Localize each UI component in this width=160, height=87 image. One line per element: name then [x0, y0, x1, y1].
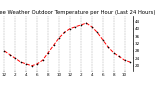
Title: Milwaukee Weather Outdoor Temperature per Hour (Last 24 Hours): Milwaukee Weather Outdoor Temperature pe…	[0, 10, 156, 15]
